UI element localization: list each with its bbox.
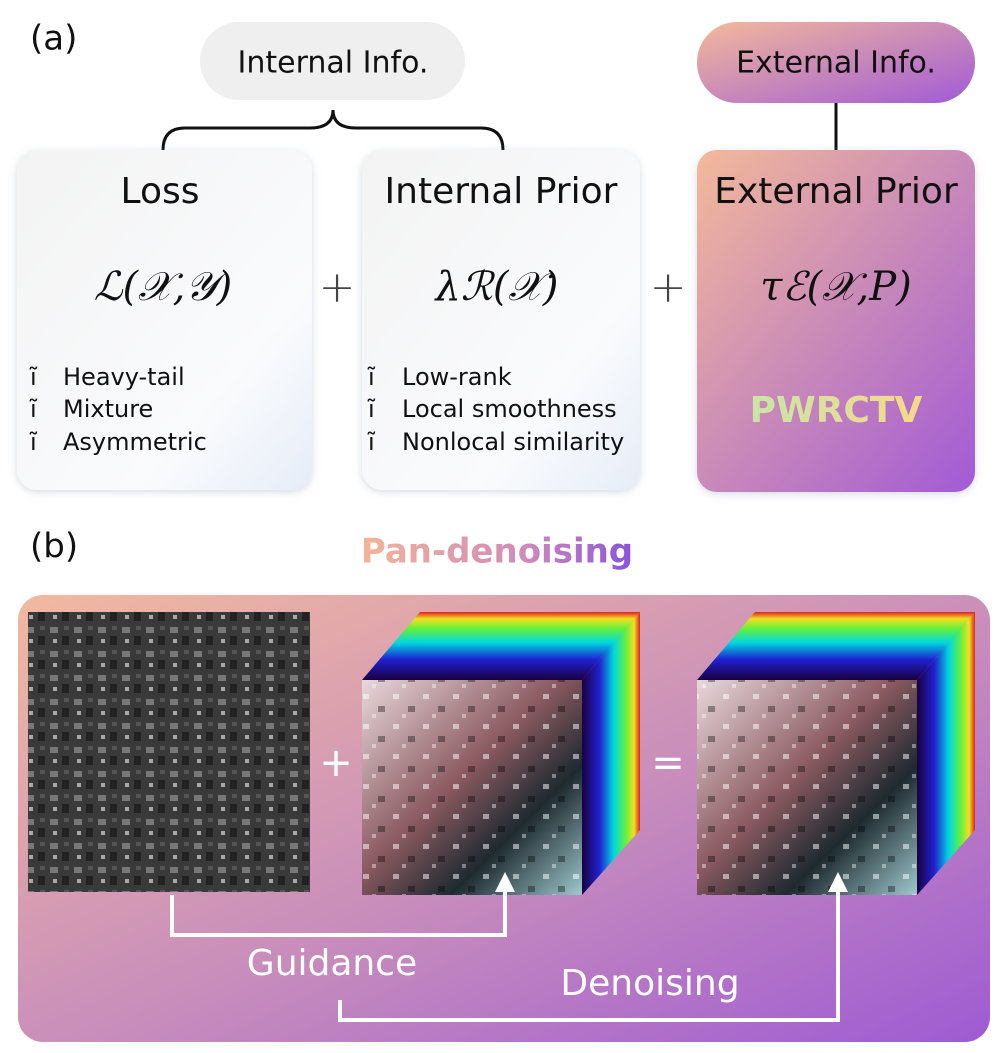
pan-image xyxy=(28,612,310,892)
cube-side xyxy=(917,612,975,895)
bullet: ĩ xyxy=(367,395,376,423)
panel-title: Pan-denoising xyxy=(361,532,633,572)
guidance-label: Guidance xyxy=(247,943,417,984)
item: Nonlocal similarity xyxy=(402,428,624,456)
loss-box xyxy=(17,150,312,490)
internal-prior-box xyxy=(362,150,640,490)
formula: ℒ(𝒳,𝒴) xyxy=(94,264,233,310)
formula: λℛ(𝒳) xyxy=(434,264,559,310)
noisy-cube xyxy=(362,612,640,895)
external-info-pill xyxy=(697,22,975,103)
denoising-label: Denoising xyxy=(560,963,739,1004)
denoising-arrow xyxy=(338,872,848,1022)
panel-label: (b) xyxy=(30,527,78,567)
item: Mixture xyxy=(63,395,153,423)
internal-info: Internal Info. xyxy=(238,46,429,81)
cube-texture xyxy=(362,680,582,895)
external-prior-box xyxy=(697,150,975,492)
operator: + xyxy=(319,740,353,786)
cube-side xyxy=(582,612,640,895)
cube-top xyxy=(697,612,975,680)
box-title: External Prior xyxy=(714,171,958,212)
item: Heavy-tail xyxy=(63,363,185,391)
item: Local smoothness xyxy=(402,395,617,423)
cube-top xyxy=(362,612,640,680)
denoised-cube xyxy=(697,612,975,895)
bullet: ĩ xyxy=(29,428,38,456)
operator: = xyxy=(651,740,685,786)
bullet: ĩ xyxy=(29,363,38,391)
panel-label: (a) xyxy=(30,19,77,59)
item: Low-rank xyxy=(402,363,512,391)
method-name: PWRCTV xyxy=(750,390,923,431)
bullet: ĩ xyxy=(29,395,38,423)
box-title: Loss xyxy=(121,171,200,212)
formula: τℰ(𝒳,P) xyxy=(760,264,912,310)
guidance-arrow xyxy=(170,872,515,937)
external-info: External Info. xyxy=(736,46,936,81)
operator: + xyxy=(319,262,356,313)
box-title: Internal Prior xyxy=(385,171,618,212)
operator: + xyxy=(650,262,687,313)
bullet: ĩ xyxy=(367,428,376,456)
item: Asymmetric xyxy=(63,428,207,456)
brace xyxy=(161,109,505,151)
bullet: ĩ xyxy=(367,363,376,391)
cube-texture xyxy=(697,680,917,895)
internal-info-pill xyxy=(200,22,465,100)
